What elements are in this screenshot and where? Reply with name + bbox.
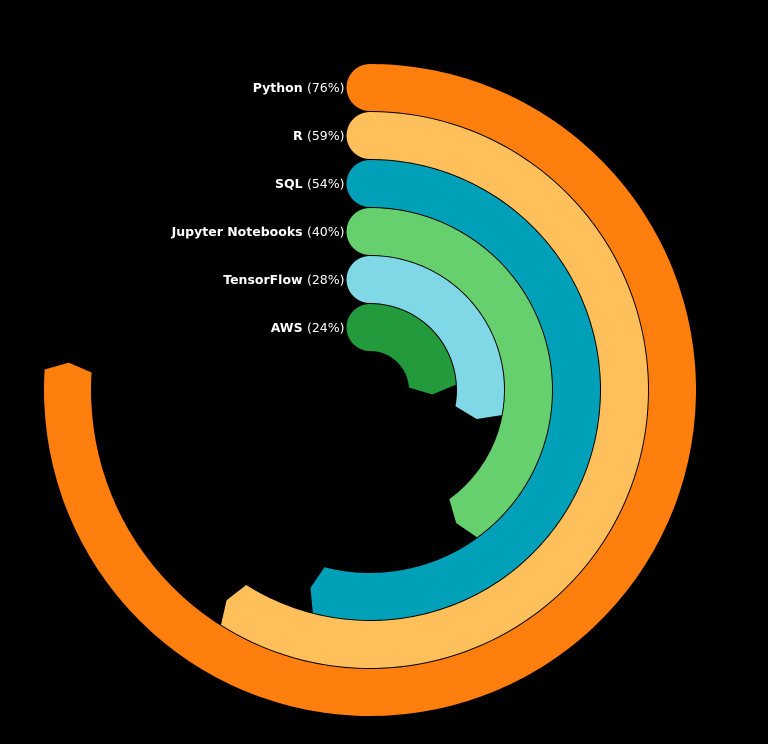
ring-bar-aws [346,304,456,395]
ring-bar-tensorflow [346,256,504,419]
ring-label-name: TensorFlow [223,272,307,287]
ring-label-percent: (59%) [307,128,345,143]
ring-label-jupyter-notebooks: Jupyter Notebooks (40%) [171,224,345,239]
labels-layer: Python (76%) R (59%) SQL (54%) Jupyter Note… [171,80,345,335]
ring-label-aws: AWS (24%) [271,320,345,335]
ring-label-percent: (28%) [307,272,345,287]
ring-label-name: SQL [275,176,307,191]
ring-bar-sql [310,160,601,620]
ring-bar-jupyter-notebooks [346,208,552,538]
ring-label-r: R (59%) [293,128,345,143]
ring-label-name: Jupyter Notebooks [171,224,307,239]
ring-label-sql: SQL (54%) [275,176,345,191]
ring-label-tensorflow: TensorFlow (28%) [223,272,344,287]
ring-label-percent: (54%) [307,176,345,191]
ring-label-name: Python [253,80,307,95]
bars-layer [43,64,696,716]
ring-bar-r [221,112,649,668]
ring-label-name: AWS [271,320,307,335]
ring-label-percent: (40%) [307,224,345,239]
ring-label-python: Python (76%) [253,80,345,95]
ring-label-percent: (76%) [307,80,345,95]
ring-label-percent: (24%) [307,320,345,335]
ring-label-name: R [293,128,307,143]
